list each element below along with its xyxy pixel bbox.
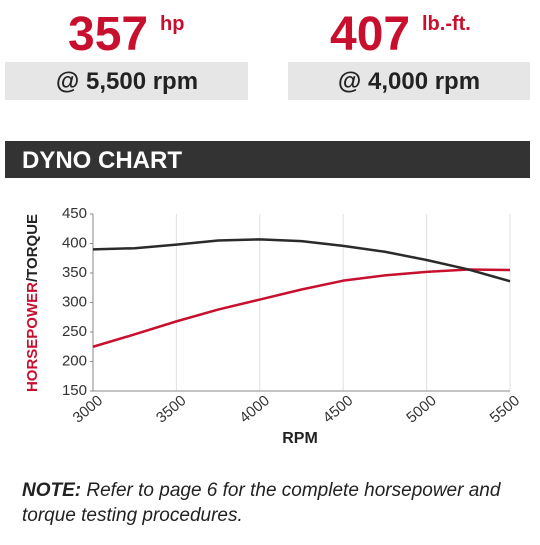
y-axis-label-part: /TORQUE — [24, 214, 41, 282]
x-axis-label: RPM — [282, 430, 318, 447]
y-tick-label: 400 — [62, 234, 87, 251]
spec-rpm: @ 4,000 rpm — [338, 68, 480, 95]
spec-box — [5, 62, 248, 100]
note-text: Refer to page 6 for the complete horsepo… — [22, 480, 501, 526]
chart-title: DYNO CHART — [22, 147, 182, 174]
x-tick-label: 3500 — [153, 392, 189, 426]
y-tick-label: 350 — [62, 264, 87, 281]
x-tick-label: 5500 — [487, 392, 523, 426]
spec-rpm: @ 5,500 rpm — [56, 68, 198, 95]
x-tick-label: 4500 — [320, 392, 356, 426]
x-tick-label: 5000 — [403, 392, 439, 426]
series-line — [92, 268, 511, 348]
y-tick-label: 150 — [62, 382, 87, 399]
title-band — [5, 141, 530, 178]
note: NOTE: Refer to page 6 for the complete h… — [22, 478, 522, 528]
spec-unit: lb.-ft. — [422, 13, 471, 35]
spec-unit: hp — [160, 13, 184, 35]
y-axis-label: HORSEPOWER/TORQUE — [24, 214, 41, 392]
y-tick-label: 450 — [62, 205, 87, 222]
x-tick-label: 4000 — [236, 392, 272, 426]
y-tick-label: 250 — [62, 323, 87, 340]
spec-value: 407 — [330, 8, 410, 61]
chart: 357 hp @ 5,500 rpm 407 lb.-ft. @ 4,000 r… — [5, 8, 530, 447]
y-tick-label: 300 — [62, 293, 87, 310]
y-tick-label: 200 — [62, 352, 87, 369]
series-line — [92, 238, 511, 283]
y-axis-label-part: HORSEPOWER — [24, 282, 41, 392]
spec-value: 357 — [68, 8, 148, 61]
spec-box — [288, 62, 530, 100]
note-label: NOTE: — [22, 480, 82, 501]
